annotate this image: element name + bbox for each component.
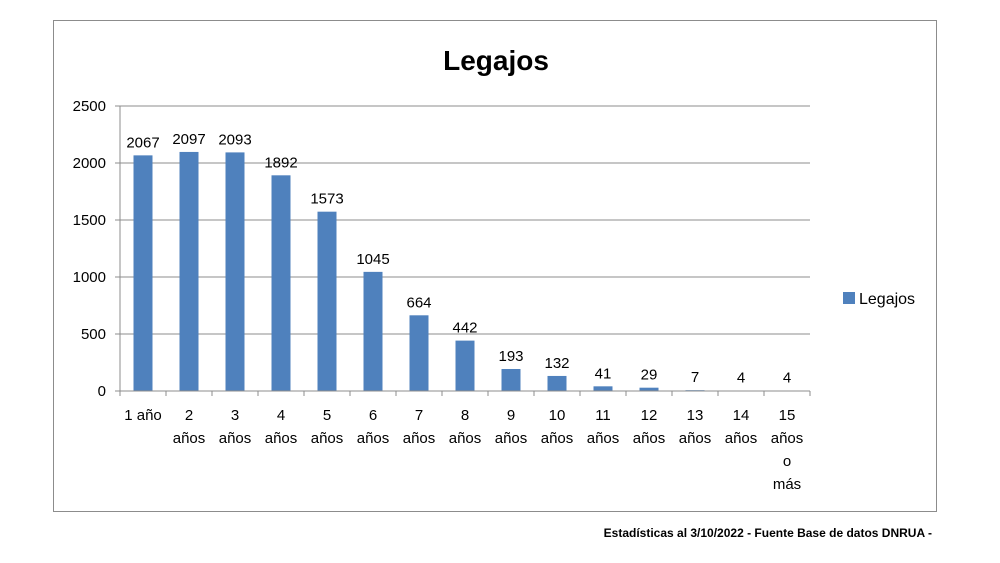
- data-labels: 2067 2097 2093 1892 1573 1045 664 442 193 132 41 29…: [126, 131, 791, 387]
- x-tick-label: 2 años: [173, 407, 206, 447]
- x-tick-label: 5 años: [311, 407, 344, 447]
- data-label: 1045: [356, 251, 389, 268]
- x-tick-label: 1 año: [124, 407, 162, 424]
- chart-frame: [53, 20, 937, 512]
- data-label: 4: [737, 370, 745, 387]
- bar: [409, 315, 429, 391]
- data-label: 664: [406, 294, 431, 311]
- bars: [133, 151, 797, 392]
- bar: [593, 386, 613, 391]
- bar: [455, 340, 475, 391]
- data-label: 193: [498, 348, 523, 365]
- x-tick-labels: 1 año 2 años 3 años 4 años 5 años 6 años 7 años 8 años…: [124, 407, 803, 493]
- bar: [271, 175, 291, 391]
- bar: [179, 151, 199, 391]
- x-tick-label: 4 años: [265, 407, 298, 447]
- data-label: 132: [544, 355, 569, 372]
- bar: [501, 368, 521, 391]
- y-tick-label: 0: [98, 383, 106, 400]
- x-tick-label: 8 años: [449, 407, 482, 447]
- data-label: 442: [452, 320, 477, 337]
- y-tick-label: 1000: [73, 269, 106, 286]
- data-label: 2097: [172, 131, 205, 148]
- x-tick-label: 14 años: [725, 407, 758, 447]
- bar: [639, 387, 659, 391]
- y-tick-label: 1500: [73, 212, 106, 229]
- x-tick-label: 13 años: [679, 407, 712, 447]
- data-label: 2093: [218, 131, 251, 148]
- x-tick-label: 11 años: [587, 407, 620, 447]
- bar: [547, 375, 567, 391]
- data-label: 1573: [310, 191, 343, 208]
- bar: [225, 152, 245, 391]
- data-label: 41: [595, 365, 612, 382]
- legend-label: Legajos: [859, 291, 915, 308]
- y-tick-label: 2000: [73, 155, 106, 172]
- data-label: 4: [783, 370, 791, 387]
- y-tick-label: 500: [81, 326, 106, 343]
- chart-title: Legajos: [443, 45, 549, 76]
- x-tick-label: 9 años: [495, 407, 528, 447]
- x-tick-label: 7 años: [403, 407, 436, 447]
- x-tick-label: 10 años: [541, 407, 574, 447]
- x-tick-label: 3 años: [219, 407, 252, 447]
- y-tick-labels: 0 500 1000 1500 2000 2500: [73, 98, 106, 400]
- axes: [119, 106, 811, 396]
- x-tick-label: 15 años o más: [771, 407, 804, 493]
- data-label: 1892: [264, 154, 297, 171]
- footnote: Estadísticas al 3/10/2022 - Fuente Base …: [603, 526, 932, 540]
- legend-swatch: [843, 292, 855, 304]
- data-label: 7: [691, 369, 699, 386]
- bar: [133, 155, 153, 391]
- y-tick-label: 2500: [73, 98, 106, 115]
- x-tick-label: 6 años: [357, 407, 390, 447]
- data-label: 2067: [126, 134, 159, 151]
- data-label: 29: [641, 367, 658, 384]
- bar: [317, 211, 337, 391]
- bar: [363, 271, 383, 391]
- x-tick-label: 12 años: [633, 407, 666, 447]
- legend: Legajos: [843, 291, 915, 308]
